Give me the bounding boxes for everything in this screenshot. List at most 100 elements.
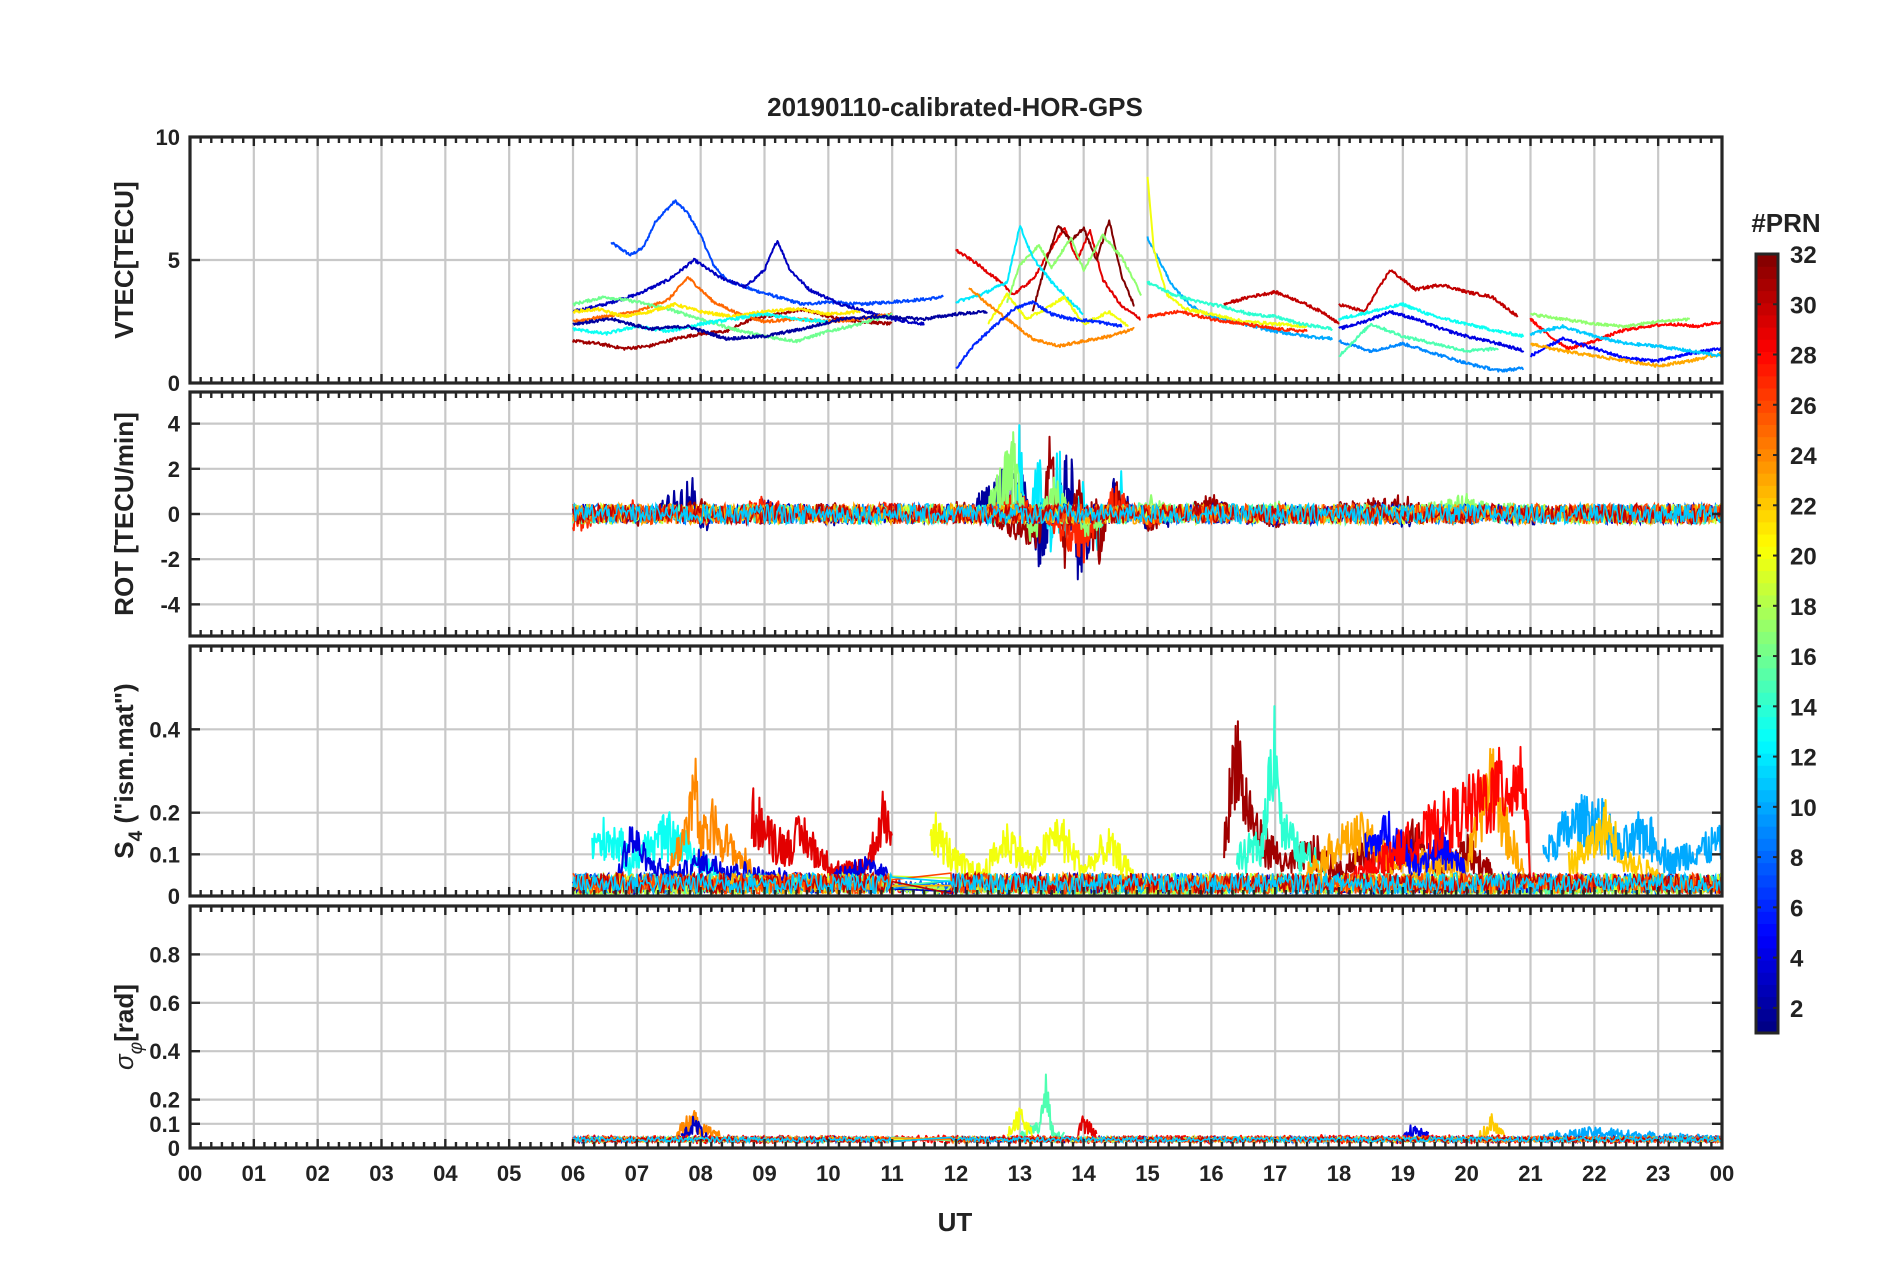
- y-ticks: 0 0.1 0.2 0.4: [149, 717, 1722, 909]
- series-line-prn-3: [572, 240, 925, 326]
- series-line-prn-4: [616, 826, 893, 890]
- series-line-prn-11: [572, 501, 1722, 527]
- axes-frame: [188, 390, 1724, 638]
- colorbar-tick-label: 2: [1790, 996, 1803, 1023]
- y-axis-label: ROT [TECU/min]: [109, 412, 139, 616]
- axes-frame: [188, 904, 1724, 1150]
- x-tick-label: 18: [1327, 1161, 1351, 1186]
- colorbar-tick-label: 18: [1790, 594, 1817, 621]
- y-tick-label: 0.8: [149, 942, 180, 967]
- series-line-prn-11: [572, 1134, 1722, 1145]
- x-tick-label: 06: [561, 1161, 585, 1186]
- colorbar-tick-label: 32: [1790, 242, 1817, 269]
- gridlines: [190, 135, 1722, 383]
- x-tick-label: 13: [1008, 1161, 1032, 1186]
- series-line-prn-30: [1338, 269, 1519, 318]
- x-tick-label: 09: [752, 1161, 776, 1186]
- colorbar-segment: [1756, 485, 1778, 499]
- colorbar-segment: [1756, 412, 1778, 426]
- y-ticks: 00.10.2 0.4 0.6 0.8: [149, 942, 1722, 1161]
- series-line-prn-5: [1364, 810, 1468, 879]
- colorbar-segment: [1756, 460, 1778, 474]
- series-line-prn-4: [1338, 310, 1525, 353]
- series-line-prn-24: [667, 757, 753, 879]
- series-line-prn-32: [1031, 219, 1135, 312]
- series-line-prn-15: [1338, 322, 1499, 358]
- colorbar-tick-label: 20: [1790, 544, 1817, 571]
- colorbar-segment: [1756, 899, 1778, 912]
- colorbar-segment: [1756, 813, 1778, 827]
- colorbar-segment: [1756, 753, 1778, 766]
- colorbar-segment: [1756, 886, 1778, 900]
- series-line-prn-28: [1529, 317, 1722, 351]
- colorbar-tick-label: 6: [1790, 895, 1803, 922]
- series-line-prn-10: [1542, 794, 1722, 877]
- series-line-prn-17: [1006, 233, 1142, 304]
- colorbar-segment: [1756, 570, 1778, 584]
- y-tick-label: 0.2: [149, 1088, 180, 1113]
- colorbar-tick-label: 12: [1790, 745, 1817, 772]
- series-line-prn-12: [955, 225, 1084, 316]
- colorbar-segment: [1756, 424, 1778, 438]
- series-line-prn-24: [968, 287, 1135, 349]
- colorbar-segment: [1756, 972, 1778, 985]
- colorbar-label: #PRN: [1751, 208, 1820, 238]
- colorbar-segment: [1756, 1020, 1778, 1034]
- x-tick-label: 20: [1454, 1161, 1478, 1186]
- colorbar-segment: [1756, 278, 1778, 292]
- colorbar-segment: [1756, 473, 1778, 486]
- y-tick-label: 0.2: [149, 801, 180, 826]
- y-axis-label: S4 ("ism.mat"): [109, 683, 147, 858]
- colorbar-segment: [1756, 996, 1778, 1010]
- series-line-prn-20: [1146, 176, 1308, 329]
- y-tick-label: 0.1: [149, 1112, 180, 1137]
- colorbar-segment: [1756, 643, 1778, 657]
- series-line-prn-9: [1338, 339, 1524, 373]
- colorbar-segment: [1756, 314, 1778, 328]
- colorbar-segment: [1756, 631, 1778, 645]
- colorbar-segment: [1756, 716, 1778, 730]
- colorbar-segment: [1756, 923, 1778, 937]
- colorbar-segment: [1756, 984, 1778, 998]
- x-tick-label: 17: [1263, 1161, 1287, 1186]
- colorbar-segment: [1756, 619, 1778, 632]
- y-axis-label: σφ[rad]: [109, 984, 147, 1070]
- x-tick-label: 01: [242, 1161, 266, 1186]
- series-line-prn-11: [1529, 324, 1722, 358]
- colorbar-segment: [1756, 266, 1778, 279]
- series-line-prn-13: [572, 312, 829, 336]
- colorbar-segment: [1756, 874, 1778, 888]
- x-tick-label: 16: [1199, 1161, 1223, 1186]
- colorbar-segment: [1756, 692, 1778, 705]
- chart-title: 20190110-calibrated-HOR-GPS: [767, 92, 1143, 122]
- colorbar-tick-label: 10: [1790, 795, 1817, 822]
- series-line-prn-22: [1478, 1113, 1506, 1140]
- colorbar-segment: [1756, 935, 1778, 949]
- colorbar-segment: [1756, 351, 1778, 365]
- colorbar-segment: [1756, 740, 1778, 754]
- colorbar-segment: [1756, 606, 1778, 620]
- colorbar-segment: [1756, 521, 1778, 535]
- series-line-prn-21: [572, 302, 862, 319]
- x-tick-label: 07: [625, 1161, 649, 1186]
- x-tick-label: 11: [881, 1161, 904, 1186]
- colorbar-frame: [1754, 252, 1780, 1035]
- colorbar-segment: [1756, 728, 1778, 742]
- x-tick-label: 14: [1071, 1161, 1096, 1186]
- series-line-prn-30: [1223, 289, 1340, 325]
- colorbar-segment: [1756, 290, 1778, 304]
- colorbar-segment: [1756, 947, 1778, 961]
- series-line-prn-2: [572, 310, 988, 342]
- series-line-prn-17: [1529, 312, 1691, 329]
- series-line-prn-23: [1530, 342, 1722, 368]
- x-tick-labels: 00 01 02 03 04 05 06 07 08 09 10 11 12 13 14 15 16 17 18 19…: [178, 1161, 1734, 1186]
- colorbar-tick-label: 28: [1790, 343, 1817, 370]
- colorbar-tick-label: 30: [1790, 292, 1817, 319]
- colorbar-segment: [1756, 667, 1778, 681]
- series-line-prn-29: [750, 787, 893, 883]
- y-ticks: -4 -2 0 2 4: [160, 412, 1722, 617]
- series-line-prn-29: [1076, 1115, 1098, 1140]
- series-line-prn-13: [1338, 302, 1525, 338]
